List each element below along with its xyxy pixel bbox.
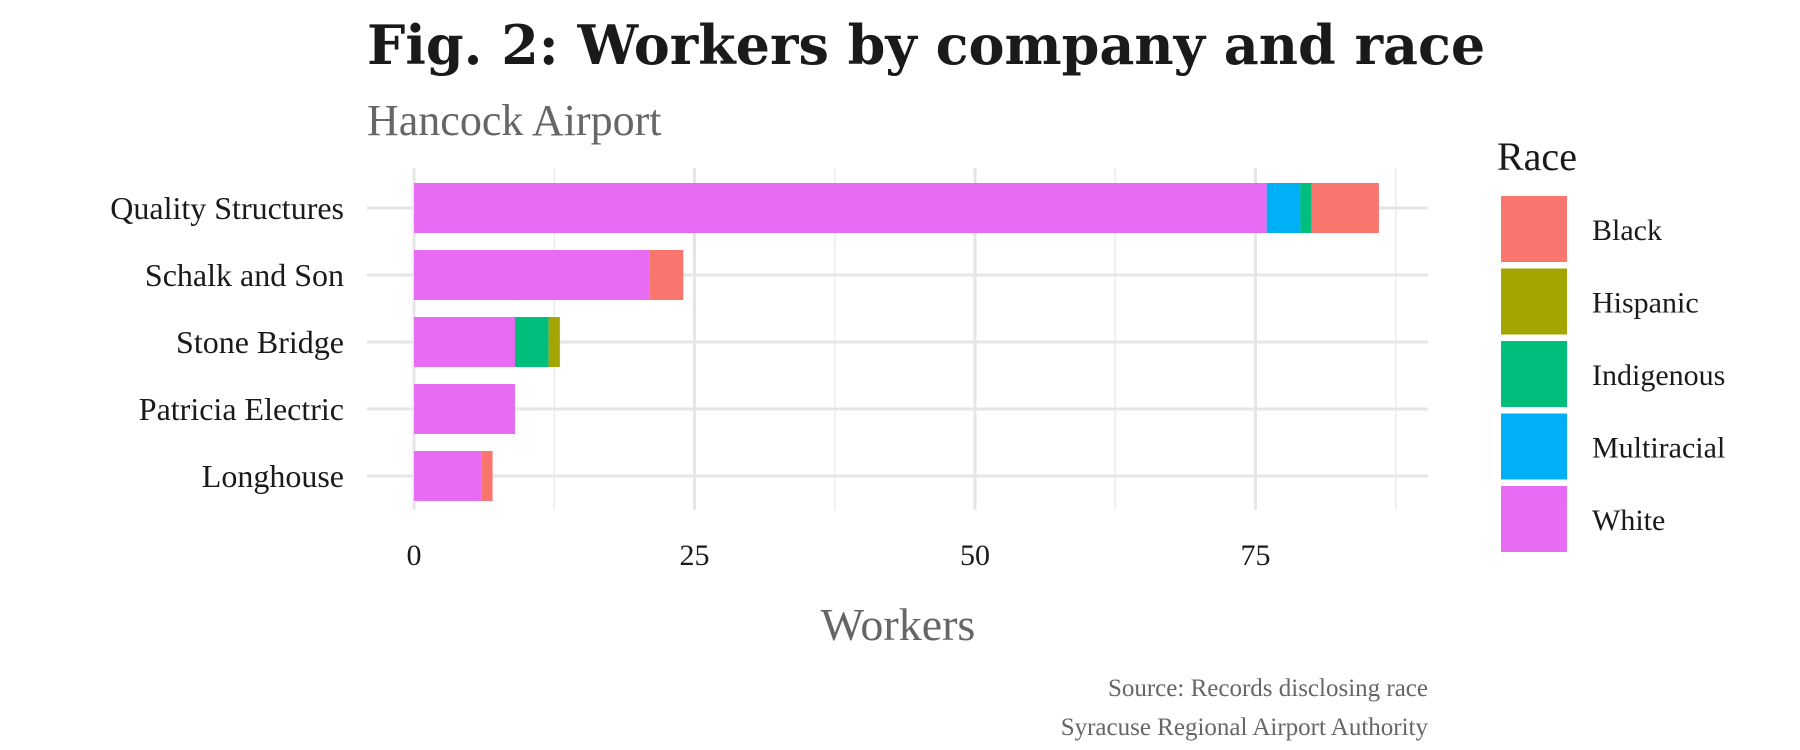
legend-swatch-hispanic xyxy=(1501,268,1567,335)
x-tick-label: 50 xyxy=(960,539,990,572)
y-tick-label: Schalk and Son xyxy=(145,257,344,293)
legend-swatch-white xyxy=(1501,486,1567,552)
chart-subtitle: Hancock Airport xyxy=(367,96,661,145)
y-tick-label: Quality Structures xyxy=(110,190,344,226)
bars xyxy=(414,183,1379,501)
legend-label-indigenous: Indigenous xyxy=(1592,359,1725,392)
legend-swatch-multiracial xyxy=(1501,413,1567,480)
y-axis-ticks: Quality Structures Schalk and Son Stone Br… xyxy=(110,190,344,494)
bar-quality-structures-white xyxy=(414,183,1267,233)
x-tick-label: 75 xyxy=(1241,539,1271,572)
legend: Race Black Hispanic Indigenous Multiracial W… xyxy=(1497,134,1725,552)
bar-stone-bridge-indigenous xyxy=(514,317,549,367)
legend-label-multiracial: Multiracial xyxy=(1592,432,1725,465)
y-tick-label: Stone Bridge xyxy=(176,324,344,360)
bar-schalk-and-son-black xyxy=(649,250,684,300)
bar-stone-bridge-hispanic xyxy=(548,317,560,367)
legend-label-black: Black xyxy=(1592,214,1662,247)
y-tick-label: Longhouse xyxy=(202,458,344,494)
bar-longhouse-white xyxy=(414,451,482,501)
x-axis-label: Workers xyxy=(821,599,976,650)
legend-swatch-indigenous xyxy=(1501,341,1567,407)
bar-schalk-and-son-white xyxy=(414,250,650,300)
bar-longhouse-black xyxy=(481,451,493,501)
bar-quality-structures-black xyxy=(1311,183,1379,233)
bar-stone-bridge-white xyxy=(414,317,515,367)
x-tick-label: 25 xyxy=(680,539,710,572)
caption-authority: Syracuse Regional Airport Authority xyxy=(1061,714,1429,741)
chart-title: Fig. 2: Workers by company and race xyxy=(367,13,1485,77)
legend-label-white: White xyxy=(1592,504,1665,537)
bar-quality-structures-multiracial xyxy=(1266,183,1301,233)
bar-quality-structures-indigenous xyxy=(1300,183,1312,233)
bar-patricia-electric-white xyxy=(414,384,515,434)
caption-source: Source: Records disclosing race xyxy=(1108,675,1428,702)
x-tick-label: 0 xyxy=(407,539,422,572)
legend-label-hispanic: Hispanic xyxy=(1592,287,1699,320)
x-axis-ticks: 0 25 50 75 xyxy=(407,539,1271,572)
legend-swatch-black xyxy=(1501,196,1567,262)
legend-title: Race xyxy=(1497,134,1577,179)
y-tick-label: Patricia Electric xyxy=(139,391,344,427)
